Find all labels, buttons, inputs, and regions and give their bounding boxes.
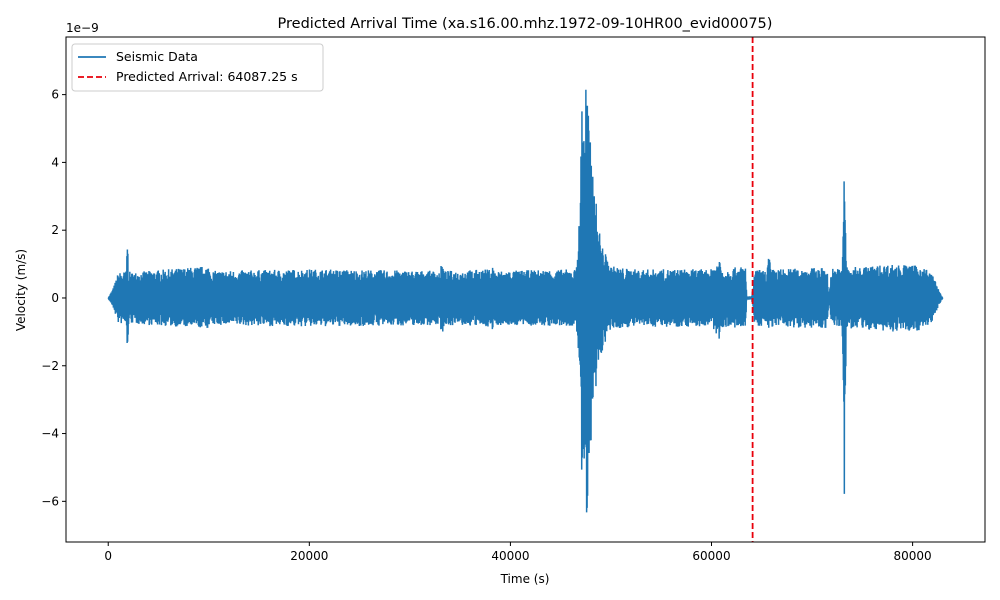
series-seismic-data-line <box>107 89 944 513</box>
x-tick-label: 20000 <box>290 549 328 563</box>
x-tick-label: 0 <box>104 549 112 563</box>
y-tick-label: 2 <box>51 223 59 237</box>
x-tick-label: 80000 <box>894 549 932 563</box>
chart-title: Predicted Arrival Time (xa.s16.00.mhz.19… <box>278 16 773 32</box>
y-tick-label: 0 <box>51 291 59 305</box>
y-axis-ticks: −6 −4 −2 0 2 4 6 <box>41 88 66 508</box>
legend-label-predicted-arrival: Predicted Arrival: 64087.25 s <box>116 69 298 84</box>
legend-box <box>71 43 324 92</box>
legend: Seismic Data Predicted Arrival: 64087.25… <box>71 43 324 92</box>
y-axis-label: Velocity (m/s) <box>14 249 28 331</box>
y-tick-label: −4 <box>41 427 59 441</box>
x-tick-label: 40000 <box>491 549 529 563</box>
axes-frame <box>65 36 986 543</box>
x-axis-label: Time (s) <box>500 572 550 586</box>
y-axis-offset-label: 1e−9 <box>66 21 99 35</box>
x-axis-ticks: 0 20000 40000 60000 80000 <box>104 542 932 563</box>
plot-area <box>107 37 944 542</box>
legend-label-seismic-data: Seismic Data <box>116 49 198 64</box>
y-tick-label: −6 <box>41 494 59 508</box>
y-tick-label: −2 <box>41 359 59 373</box>
y-tick-label: 6 <box>51 88 59 102</box>
y-tick-label: 4 <box>51 155 59 169</box>
x-tick-label: 60000 <box>692 549 730 563</box>
